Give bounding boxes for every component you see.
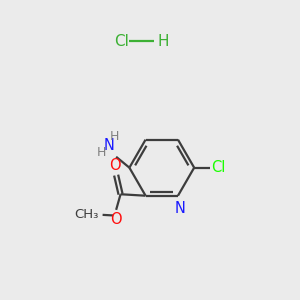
Text: Cl: Cl [212, 160, 226, 175]
Text: Cl: Cl [115, 34, 129, 49]
Text: H: H [158, 34, 169, 49]
Text: O: O [109, 158, 121, 173]
Text: H: H [97, 146, 106, 159]
Text: N: N [174, 201, 185, 216]
Text: H: H [110, 130, 119, 143]
Text: O: O [110, 212, 122, 227]
Text: CH₃: CH₃ [74, 208, 98, 221]
Text: N: N [104, 138, 115, 153]
